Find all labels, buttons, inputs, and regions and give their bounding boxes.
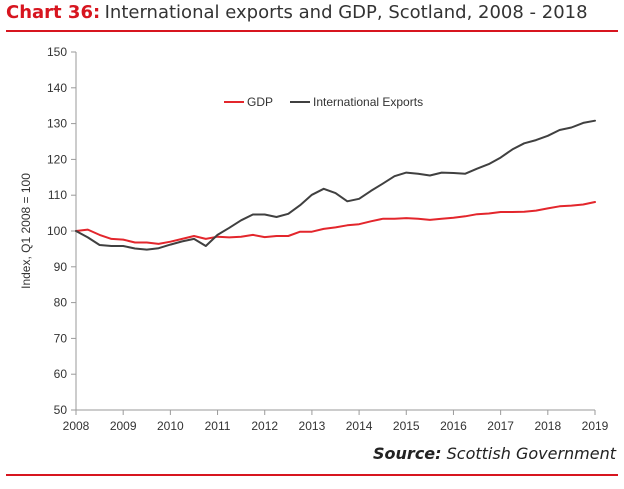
source-note: Source: Scottish Government <box>373 444 616 463</box>
chart-number: Chart 36: <box>6 2 101 23</box>
chart-title-text: International exports and GDP, Scotland,… <box>104 2 588 23</box>
series-line-gdp <box>75 201 596 245</box>
x-tick-label: 2011 <box>205 419 231 433</box>
legend-label: International Exports <box>313 95 423 109</box>
source-text: Scottish Government <box>446 444 616 463</box>
x-tick-label: 2017 <box>487 419 514 433</box>
y-tick-label: 110 <box>48 188 67 202</box>
x-tick-label: 2010 <box>157 419 184 433</box>
y-tick-label: 140 <box>47 81 67 95</box>
y-tick-label: 70 <box>54 331 68 345</box>
series-layer <box>75 119 596 251</box>
y-tick-label: 150 <box>47 45 67 59</box>
legend-label: GDP <box>247 95 273 109</box>
chart-title: Chart 36: International exports and GDP,… <box>6 2 588 28</box>
x-tick-label: 2016 <box>440 419 467 433</box>
x-tick-label: 2012 <box>251 419 278 433</box>
bottom-divider <box>6 474 618 476</box>
y-tick-label: 100 <box>47 224 67 238</box>
x-tick-label: 2015 <box>393 419 420 433</box>
source-label: Source: <box>373 444 442 463</box>
y-tick-label: 130 <box>47 117 67 131</box>
y-tick-label: 60 <box>54 367 68 381</box>
x-tick-label: 2019 <box>582 419 609 433</box>
x-tick-label: 2009 <box>110 419 137 433</box>
y-tick-label: 80 <box>54 296 68 310</box>
y-tick-label: 90 <box>54 260 68 274</box>
x-tick-label: 2013 <box>299 419 326 433</box>
y-tick-label: 120 <box>47 152 67 166</box>
x-tick-label: 2018 <box>534 419 561 433</box>
top-divider <box>6 30 618 32</box>
x-tick-labels: 2008 2009 2010 2011 2012 2013 2014 2015 2016 2017… <box>63 410 609 433</box>
legend: GDP International Exports <box>224 95 423 109</box>
y-tick-labels: 50 60 70 80 90 100 110 120 130 140 150 <box>47 45 76 417</box>
x-tick-label: 2008 <box>63 419 90 433</box>
series-line-exports <box>75 119 596 251</box>
x-tick-label: 2014 <box>346 419 373 433</box>
y-axis-title: Index, Q1 2008 = 100 <box>19 173 33 289</box>
y-tick-label: 50 <box>54 403 68 417</box>
